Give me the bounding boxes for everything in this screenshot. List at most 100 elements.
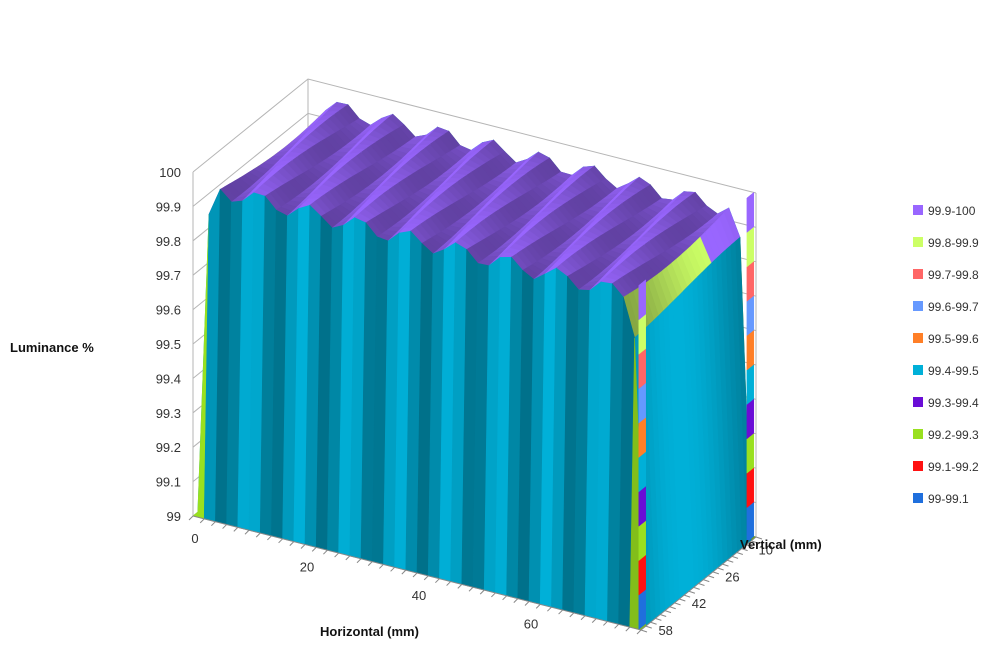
y-tick-label: 10 bbox=[759, 542, 773, 557]
legend-swatch bbox=[913, 237, 923, 247]
y-tick-label: 42 bbox=[692, 596, 706, 611]
z-tick-label: 99.8 bbox=[156, 234, 181, 249]
y-minor-tick bbox=[712, 571, 720, 575]
edge-wall-band bbox=[746, 501, 755, 543]
y-minor-tick bbox=[736, 552, 743, 555]
y-minor-tick bbox=[746, 544, 753, 548]
x-minor-tick bbox=[446, 581, 451, 586]
x-minor-tick bbox=[614, 623, 619, 629]
x-minor-tick bbox=[367, 561, 373, 566]
edge-wall-band bbox=[746, 363, 755, 405]
x-tick-label: 40 bbox=[412, 588, 426, 603]
x-minor-tick bbox=[435, 578, 440, 584]
x-minor-tick bbox=[244, 529, 250, 535]
legend-swatch bbox=[913, 493, 923, 503]
y-minor-tick bbox=[707, 575, 715, 579]
edge-wall-band bbox=[746, 398, 755, 440]
x-minor-tick bbox=[334, 552, 339, 558]
legend-item-label: 99.9-100 bbox=[928, 204, 976, 218]
y-tick-label: 58 bbox=[658, 623, 672, 638]
legend-item-label: 99.7-99.8 bbox=[928, 268, 979, 282]
x-minor-tick bbox=[356, 558, 362, 564]
x-minor-tick bbox=[379, 564, 384, 569]
x-minor-tick bbox=[468, 586, 474, 592]
legend-swatch bbox=[913, 461, 923, 471]
legend-swatch bbox=[913, 365, 923, 375]
y-minor-tick bbox=[660, 614, 667, 617]
edge-wall-band bbox=[746, 226, 755, 268]
x-axis-title: Horizontal (mm) bbox=[320, 624, 419, 639]
y-minor-tick bbox=[751, 540, 758, 544]
x-minor-tick bbox=[625, 626, 631, 632]
legend-swatch bbox=[913, 429, 923, 439]
edge-wall-band bbox=[638, 451, 646, 493]
x-minor-tick bbox=[457, 584, 463, 589]
x-minor-tick bbox=[591, 618, 597, 623]
y-minor-tick bbox=[650, 621, 657, 625]
edge-wall-band bbox=[638, 313, 646, 355]
x-minor-tick bbox=[558, 609, 563, 615]
edge-wall-band bbox=[746, 295, 755, 337]
y-minor-tick bbox=[698, 583, 705, 586]
x-minor-tick bbox=[188, 515, 194, 521]
y-minor-tick bbox=[722, 563, 729, 567]
edge-wall-band bbox=[638, 279, 646, 321]
legend-swatch bbox=[913, 301, 923, 311]
x-minor-tick bbox=[569, 612, 575, 618]
y-minor-tick bbox=[683, 594, 691, 598]
y-minor-tick bbox=[693, 586, 700, 590]
x-minor-tick bbox=[636, 629, 642, 635]
edge-wall-band bbox=[746, 329, 755, 371]
y-minor-tick bbox=[727, 559, 734, 563]
legend-item-label: 99.1-99.2 bbox=[928, 460, 979, 474]
edge-wall-band bbox=[638, 588, 646, 630]
z-tick-label: 99.6 bbox=[156, 303, 181, 318]
x-minor-tick bbox=[524, 601, 530, 606]
y-minor-tick bbox=[669, 606, 676, 610]
y-minor-tick bbox=[703, 579, 710, 583]
y-minor-tick bbox=[741, 548, 748, 552]
z-tick-label: 99.9 bbox=[156, 199, 181, 214]
z-tick-label: 99.2 bbox=[156, 440, 181, 455]
legend-item-label: 99.2-99.3 bbox=[928, 428, 979, 442]
x-minor-tick bbox=[412, 572, 418, 578]
x-minor-tick bbox=[300, 544, 306, 549]
z-tick-label: 99.1 bbox=[156, 475, 181, 490]
edge-wall-band bbox=[638, 382, 646, 424]
x-minor-tick bbox=[255, 532, 261, 538]
x-tick-label: 0 bbox=[191, 531, 198, 546]
edge-wall-band bbox=[746, 191, 755, 233]
edge-wall-band bbox=[746, 432, 755, 474]
x-minor-tick bbox=[491, 592, 496, 598]
x-minor-tick bbox=[199, 518, 205, 524]
y-minor-tick bbox=[640, 629, 648, 633]
axis-layer: 99 99.1 99.2 99.3 99.4 99.5 99.6 99.7 99.8 99.9 10… bbox=[156, 165, 773, 653]
y-minor-tick bbox=[731, 555, 739, 559]
surface-layer bbox=[192, 101, 757, 631]
y-minor-tick bbox=[664, 610, 672, 614]
z-tick-label: 99.3 bbox=[156, 406, 181, 421]
legend: 99.9-100 99.8-99.9 99.7-99.8 99.6-99.7 99.5-… bbox=[913, 204, 979, 506]
x-minor-tick bbox=[345, 555, 351, 561]
x-minor-tick bbox=[267, 535, 272, 541]
y-axis-title: Vertical (mm) bbox=[740, 537, 822, 552]
x-minor-tick bbox=[423, 575, 429, 581]
legend-item-label: 99.5-99.6 bbox=[928, 332, 979, 346]
edge-wall-band bbox=[746, 260, 755, 302]
x-minor-tick bbox=[580, 615, 586, 621]
legend-swatch bbox=[913, 397, 923, 407]
x-minor-tick bbox=[278, 538, 283, 544]
y-minor-tick bbox=[679, 598, 686, 602]
y-minor-tick bbox=[674, 602, 681, 606]
y-minor-tick bbox=[688, 590, 696, 594]
edge-wall-band bbox=[638, 520, 646, 562]
x-minor-tick bbox=[547, 606, 552, 612]
x-minor-tick bbox=[390, 566, 395, 572]
x-minor-tick bbox=[535, 603, 541, 609]
legend-item-label: 99-99.1 bbox=[928, 492, 969, 506]
legend-swatch bbox=[913, 269, 923, 279]
edge-wall-band bbox=[638, 554, 646, 596]
edge-wall-band bbox=[638, 416, 646, 458]
